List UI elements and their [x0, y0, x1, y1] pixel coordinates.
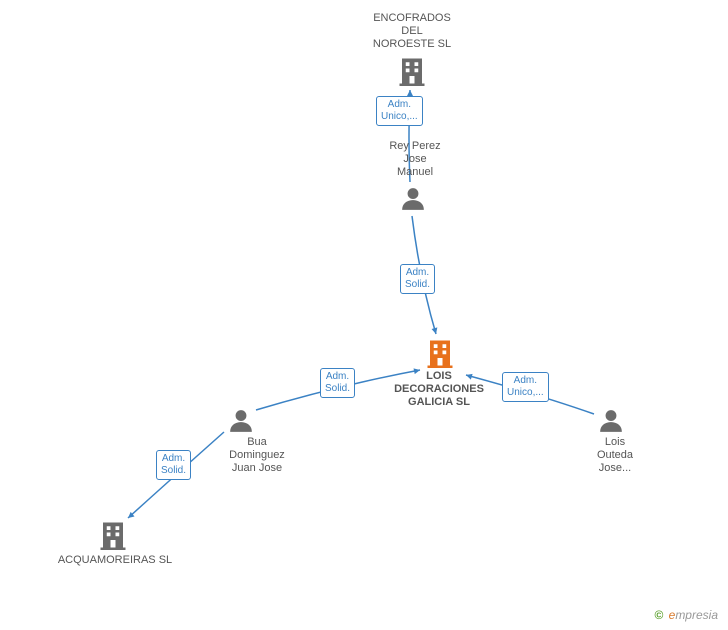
- person-bua-label: Bua Dominguez Juan Jose: [217, 436, 297, 475]
- edge-label-bua-lois: Adm. Solid.: [320, 368, 355, 398]
- person-rey-perez-label: Rey Perez Jose Manuel: [375, 140, 455, 179]
- company-encofrados-label: ENCOFRADOS DEL NOROESTE SL: [362, 12, 462, 51]
- company-acquamoreiras-label: ACQUAMOREIRAS SL: [45, 554, 185, 567]
- edge-label-rey-encofrados: Adm. Unico,...: [376, 96, 423, 126]
- edge-label-outeda-lois: Adm. Unico,...: [502, 372, 549, 402]
- copyright-symbol: ©: [654, 608, 663, 622]
- person-lois-outeda-label: Lois Outeda Jose...: [580, 436, 650, 475]
- brand-rest: mpresia: [675, 608, 718, 622]
- footer-attribution: © empresia: [654, 608, 718, 622]
- edge-label-bua-acqua: Adm. Solid.: [156, 450, 191, 480]
- company-lois-deco-label: LOIS DECORACIONES GALICIA SL: [384, 370, 494, 409]
- edge-label-rey-lois: Adm. Solid.: [400, 264, 435, 294]
